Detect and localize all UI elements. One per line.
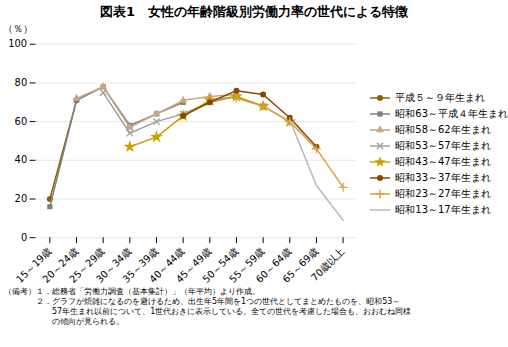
html-text:の傾向が見られる。: の傾向が見られる。 (4, 316, 124, 326)
svg-text:35～39歳: 35～39歳 (120, 245, 161, 285)
svg-text:30～34歳: 30～34歳 (93, 245, 134, 285)
html-text:昭和53～57年生まれ: 昭和53～57年生まれ (395, 140, 491, 152)
svg-text:50～54歳: 50～54歳 (200, 245, 241, 285)
html-text:57年生まれ以前について、1世代おきに表示している。全ての世: 57年生まれ以前について、1世代おきに表示している。全ての世代を考慮した場合も、… (4, 306, 412, 316)
html-text:昭和43～47年生まれ: 昭和43～47年生まれ (395, 156, 491, 168)
html-text:昭和13～17年生まれ: 昭和13～17年生まれ (395, 204, 491, 216)
svg-text:20: 20 (15, 193, 28, 204)
svg-text:70歳以上: 70歳以上 (309, 245, 347, 283)
svg-text:60～64歳: 60～64歳 (253, 245, 294, 285)
svg-text:40～44歳: 40～44歳 (147, 245, 187, 285)
svg-text:60: 60 (15, 116, 28, 127)
html-text:昭和63～平成４年生まれ: 昭和63～平成４年生まれ (395, 108, 508, 120)
svg-text:40: 40 (15, 154, 28, 165)
html-text:昭和33～37年生まれ: 昭和33～37年生まれ (395, 172, 491, 184)
svg-text:55～59歳: 55～59歳 (227, 245, 267, 285)
svg-text:100: 100 (8, 38, 27, 49)
svg-text:0: 0 (21, 232, 27, 243)
svg-text:（％）: （％） (3, 23, 33, 34)
html-text:（備考）１．総務省「労働力調査（基本集計）」（年平均）より作: （備考）１．総務省「労働力調査（基本集計）」（年平均）より作成。 (4, 286, 260, 296)
html-text:図表1 女性の年齢階級別労働力率の世代による特徴: 図表1 女性の年齢階級別労働力率の世代による特徴 (100, 4, 408, 19)
svg-text:80: 80 (15, 77, 28, 88)
html-text:平成５～９年生まれ: 平成５～９年生まれ (395, 92, 486, 104)
svg-text:15～19歳: 15～19歳 (13, 245, 54, 285)
svg-text:20～24歳: 20～24歳 (40, 245, 81, 285)
svg-text:25～29歳: 25～29歳 (67, 245, 107, 285)
svg-text:45～49歳: 45～49歳 (173, 245, 214, 285)
html-text:昭和58～62年生まれ: 昭和58～62年生まれ (395, 124, 491, 136)
html-text:２．グラフが煩雑になるのを避けるため、出生年5年間を1つの世: ２．グラフが煩雑になるのを避けるため、出生年5年間を1つの世代としてまとめたもの… (4, 296, 401, 306)
html-text:昭和23～27年生まれ: 昭和23～27年生まれ (395, 188, 491, 200)
svg-text:65～69歳: 65～69歳 (280, 245, 321, 285)
